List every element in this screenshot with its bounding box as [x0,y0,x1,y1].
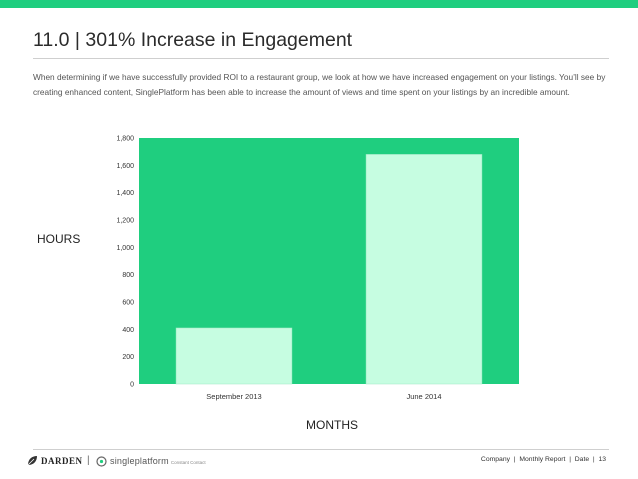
x-axis-ticks: September 2013 June 2014 [206,392,441,401]
y-tick-label: 1,800 [116,136,134,143]
y-tick-label: 800 [122,272,134,279]
singleplatform-logo-text: singleplatform [110,456,169,466]
page-number: 13 [598,456,606,463]
footer-sep-2: | [569,456,571,463]
top-accent-bar [0,0,638,8]
logo-separator: | [87,455,90,466]
x-axis-title: MONTHS [306,418,358,432]
y-axis-title: HOURS [37,232,81,246]
page-title: 11.0 | 301% Increase in Engagement [33,29,353,51]
bar-0 [175,327,293,385]
footer-divider [33,449,609,450]
y-tick-label: 600 [122,300,134,307]
footer-company: Company [480,456,510,463]
y-tick-label: 0 [130,382,134,389]
title-divider [33,58,609,59]
footer-sep-3: | [592,456,595,463]
constant-contact-tag: Constant Contact [170,459,206,465]
y-tick-label: 1,600 [116,163,134,170]
footer-info: Company | Monthly Report | Date | 13 [481,456,606,463]
y-tick-label: 1,000 [116,245,134,252]
y-axis-ticks: 0 200 400 600 800 1,000 1,200 1,400 1,600 1,800 [116,136,134,389]
singleplatform-circle-icon [96,455,107,467]
description-text: When determining if we have successfully… [33,72,606,97]
y-tick-label: 200 [122,354,134,361]
y-tick-label: 1,400 [116,190,134,197]
x-tick-label: June 2014 [406,392,441,401]
darden-leaf-icon [27,456,37,466]
bar-1 [365,154,483,385]
chart-bars [175,154,483,385]
y-tick-label: 1,200 [116,218,134,225]
darden-logo: DARDEN [26,453,83,469]
y-tick-label: 400 [122,327,134,334]
x-tick-label: September 2013 [206,392,261,401]
singleplatform-logo: singleplatform Constant Contact [96,453,206,469]
darden-logo-text: DARDEN [41,456,83,466]
footer-date: Date [574,456,590,463]
footer-report: Monthly Report [519,456,566,463]
footer-sep-1: | [513,456,516,463]
